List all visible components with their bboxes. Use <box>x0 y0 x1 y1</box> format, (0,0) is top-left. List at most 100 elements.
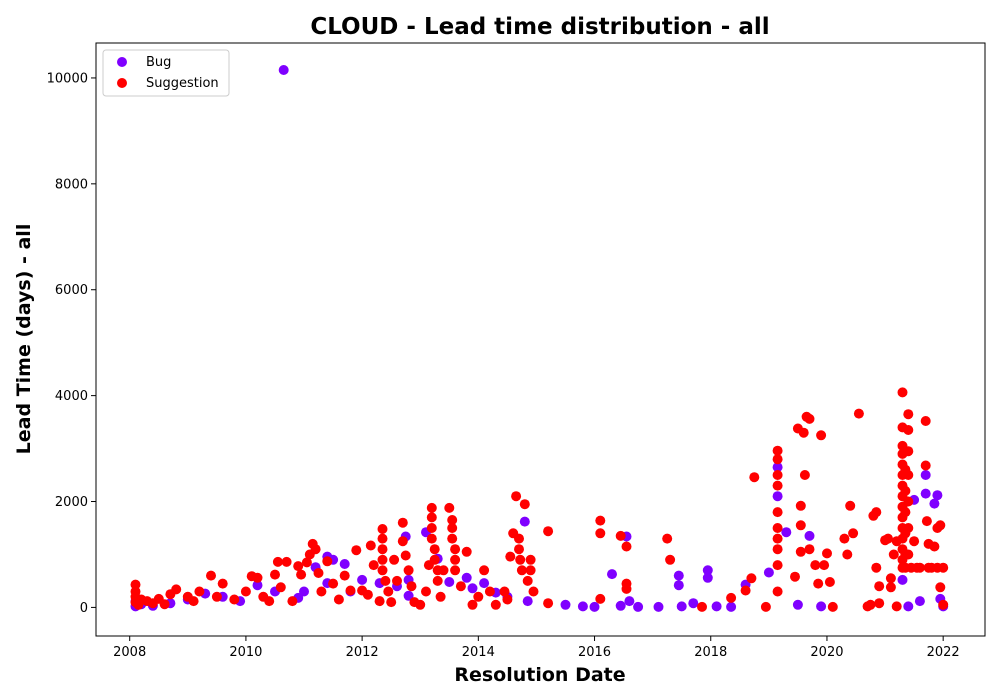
point-bug <box>461 572 472 583</box>
x-tick-label: 2018 <box>694 645 727 660</box>
point-bug <box>804 530 815 541</box>
point-suggestion <box>772 470 783 480</box>
point-suggestion <box>804 544 815 555</box>
point-bug <box>577 601 588 612</box>
point-suggestion <box>429 554 440 565</box>
point-suggestion <box>397 517 408 528</box>
point-suggestion <box>432 575 443 586</box>
point-suggestion <box>665 554 676 565</box>
point-suggestion <box>426 502 437 513</box>
point-suggestion <box>848 528 859 539</box>
point-bug <box>479 578 490 589</box>
plot-frame <box>95 42 986 637</box>
point-suggestion <box>374 596 385 607</box>
point-bug <box>653 601 664 612</box>
series-bug <box>130 65 949 612</box>
point-suggestion <box>270 569 280 580</box>
point-suggestion <box>450 544 461 555</box>
point-suggestion <box>885 582 896 593</box>
point-suggestion <box>595 528 606 539</box>
point-suggestion <box>543 526 554 537</box>
point-suggestion <box>159 599 170 610</box>
point-suggestion <box>421 586 431 597</box>
point-suggestion <box>516 565 527 576</box>
point-suggestion <box>519 499 530 510</box>
point-suggestion <box>874 598 885 609</box>
x-tick-label: 2016 <box>578 645 611 660</box>
point-suggestion <box>217 578 228 589</box>
point-suggestion <box>525 565 536 576</box>
point-bug <box>929 498 940 509</box>
point-suggestion <box>275 582 286 593</box>
point-suggestion <box>903 523 914 533</box>
point-suggestion <box>130 579 141 590</box>
point-suggestion <box>229 594 240 605</box>
point-suggestion <box>386 597 397 608</box>
point-suggestion <box>795 546 806 557</box>
point-suggestion <box>921 516 932 527</box>
point-suggestion <box>897 387 908 398</box>
point-suggestion <box>438 565 449 576</box>
point-suggestion <box>697 601 707 612</box>
point-suggestion <box>467 599 478 610</box>
point-suggestion <box>211 591 222 602</box>
point-suggestion <box>842 549 853 560</box>
point-suggestion <box>772 454 783 465</box>
point-suggestion <box>795 520 806 531</box>
point-bug <box>624 596 635 607</box>
point-suggestion <box>920 460 931 471</box>
point-suggestion <box>891 601 902 612</box>
point-suggestion <box>403 565 414 576</box>
point-suggestion <box>914 562 925 573</box>
point-suggestion <box>772 480 783 491</box>
point-suggestion <box>345 585 356 596</box>
point-suggestion <box>514 544 524 555</box>
point-bug <box>726 601 737 612</box>
point-suggestion <box>461 546 472 557</box>
point-suggestion <box>903 446 914 457</box>
point-suggestion <box>772 586 783 597</box>
point-suggestion <box>377 524 388 534</box>
point-suggestion <box>662 533 673 544</box>
x-tick-label: 2022 <box>927 645 960 660</box>
point-suggestion <box>871 562 882 573</box>
point-bug <box>673 580 684 591</box>
point-suggestion <box>726 592 737 603</box>
point-bug <box>702 565 713 576</box>
point-suggestion <box>484 586 495 597</box>
point-suggestion <box>377 533 388 544</box>
point-suggestion <box>392 575 402 586</box>
point-suggestion <box>938 562 949 573</box>
point-bug <box>357 574 368 585</box>
point-suggestion <box>920 416 931 426</box>
x-axis-label: Resolution Date <box>454 664 625 686</box>
point-suggestion <box>447 533 458 544</box>
point-suggestion <box>368 560 379 571</box>
point-suggestion <box>281 556 292 567</box>
point-suggestion <box>740 585 751 596</box>
point-bug <box>920 488 931 499</box>
point-suggestion <box>929 541 940 552</box>
point-suggestion <box>365 540 376 551</box>
point-suggestion <box>479 565 490 576</box>
point-suggestion <box>296 569 307 580</box>
point-bug <box>278 65 289 75</box>
y-axis-label: Lead Time (days) - all <box>13 224 35 455</box>
point-suggestion <box>595 593 606 604</box>
point-suggestion <box>377 554 388 565</box>
point-bug <box>688 598 699 609</box>
point-suggestion <box>473 591 484 602</box>
point-suggestion <box>772 560 783 571</box>
point-suggestion <box>316 586 327 597</box>
point-suggestion <box>502 594 513 605</box>
point-suggestion <box>293 561 304 572</box>
point-bug <box>897 574 908 585</box>
point-bug <box>444 577 455 587</box>
point-suggestion <box>810 560 821 571</box>
x-tick-label: 2020 <box>810 645 843 660</box>
point-bug <box>914 596 925 607</box>
point-suggestion <box>490 599 501 610</box>
point-suggestion <box>824 577 835 587</box>
point-suggestion <box>827 601 838 612</box>
point-suggestion <box>853 408 864 419</box>
